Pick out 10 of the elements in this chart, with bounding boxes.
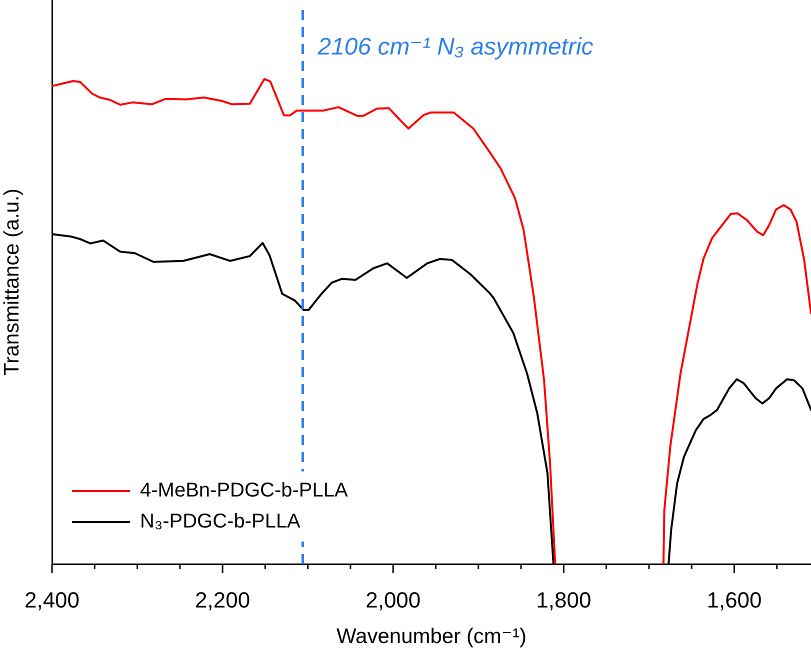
legend-label: 4-MeBn-PDGC-b-PLLA <box>140 480 348 502</box>
ref-line-label: 2106 cm⁻¹ N₃ asymmetric <box>316 34 594 61</box>
x-tick-label: 1,800 <box>536 587 592 612</box>
x-tick-label: 2,200 <box>195 587 250 612</box>
y-axis-title: Transmittance (a.u.) <box>0 188 24 376</box>
x-axis-title: Wavenumber (cm⁻¹) <box>336 625 526 648</box>
legend-label: N₃-PDGC-b-PLLA <box>140 510 302 533</box>
x-tick-label: 2,000 <box>366 587 421 612</box>
x-tick-label: 2,400 <box>24 587 80 612</box>
x-tick-label: 1,600 <box>706 587 762 612</box>
